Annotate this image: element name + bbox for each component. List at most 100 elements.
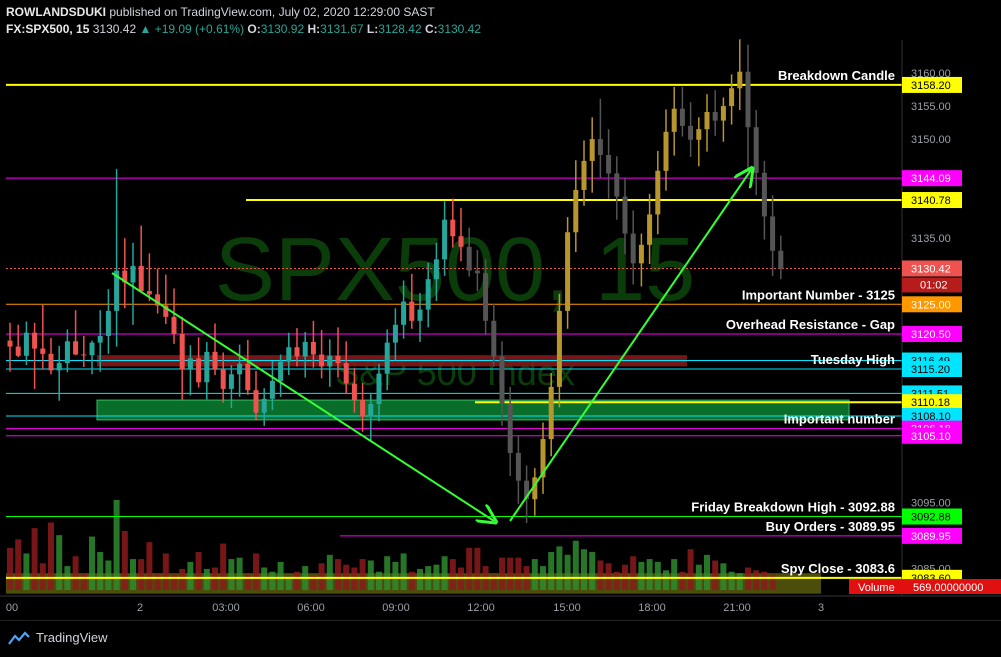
time-tick-label: 03:00 [212, 602, 240, 614]
candle-body [491, 320, 497, 357]
volume-bar [597, 560, 604, 590]
price-level-tag-label: 3158.20 [911, 80, 951, 92]
candle-body [40, 348, 46, 354]
candle-body [7, 340, 13, 347]
tradingview-logo[interactable]: TradingView [8, 630, 108, 645]
volume-bar [171, 574, 177, 590]
candle-body [778, 250, 784, 269]
candle-body [696, 129, 702, 140]
candle-body [466, 246, 472, 271]
symbol-label[interactable]: FX:SPX500, 15 [6, 22, 90, 36]
volume-bar [236, 557, 243, 590]
time-axis[interactable]: 00 2 03:00 06:00 09:00 12:00 15:00 18:00 21:00 3 [0, 595, 1001, 614]
candle-body [302, 341, 308, 357]
volume-bar [736, 573, 743, 590]
price-level-tag-label: 3140.78 [911, 195, 951, 207]
price-level-tag-label: 3120.50 [911, 329, 951, 341]
volume-bar [466, 547, 473, 590]
volume-tag-title: Volume [858, 582, 895, 594]
price-tick-label: 3095.00 [911, 498, 951, 510]
candle-body [155, 294, 161, 306]
candle-body [138, 265, 144, 292]
time-tick-label: 06:00 [297, 602, 325, 614]
volume-bar [474, 547, 481, 590]
volume-bar [15, 539, 22, 590]
drawings-layer [111, 170, 751, 522]
volume-bar [269, 571, 276, 590]
volume-bar [687, 549, 694, 590]
price-tick-label: 3150.00 [911, 134, 951, 146]
volume-bar [285, 578, 292, 590]
volume-bar [97, 552, 104, 590]
volume-bar [121, 530, 128, 590]
candle-body [483, 273, 489, 321]
price-level-tag [902, 427, 962, 444]
price-level-tag [902, 296, 962, 313]
candle-body [237, 363, 243, 375]
volume-bar [392, 561, 399, 590]
volume-bar [179, 568, 186, 590]
candle-body [647, 214, 653, 245]
last-price-label: 3130.42 [911, 263, 951, 275]
candle-body [589, 139, 595, 161]
candle-body [245, 363, 251, 391]
price-level-tag-label: 3089.95 [911, 531, 951, 543]
close-label: C: [424, 22, 438, 36]
candle-body [319, 354, 325, 367]
candle-body [737, 71, 743, 89]
price-level-text: Spy Close - 3083.6 [781, 561, 895, 576]
volume-bar [80, 573, 87, 590]
time-tick-label: 2 [137, 602, 143, 614]
volume-bar [630, 556, 637, 590]
price-level-text: Important number [784, 412, 895, 427]
price-level-tag [902, 170, 962, 187]
tradingview-icon [8, 630, 30, 645]
volume-bar [105, 560, 112, 590]
volume-bar [712, 560, 719, 590]
watermark-symbol: SPX500, 15 [215, 220, 695, 320]
author-name[interactable]: ROWLANDSDUKI [6, 5, 106, 19]
candle-body [89, 342, 95, 356]
candle-body [278, 361, 284, 381]
candle-body [581, 160, 587, 190]
volume-bar [253, 553, 259, 590]
chart-header: ROWLANDSDUKI published on TradingView.co… [6, 4, 481, 38]
candle-body [606, 154, 612, 174]
candle-body [507, 403, 513, 453]
volume-bar [367, 560, 374, 590]
volume-bar [384, 556, 391, 590]
candle-body [360, 400, 366, 417]
candle-body [729, 88, 735, 107]
volume-bar [679, 571, 686, 590]
candle-body [745, 71, 751, 128]
candle-body [56, 363, 62, 371]
volume-bar [130, 559, 136, 590]
volume-bar [728, 571, 735, 590]
support-zone [96, 399, 850, 421]
volume-bar [589, 552, 596, 590]
up-trend-arrow [509, 170, 751, 522]
price-axis[interactable]: 3160.003155.003150.003135.003095.003085.… [849, 40, 1001, 620]
volume-bar [564, 554, 571, 590]
price-level-text: Breakdown Candle [778, 68, 895, 83]
price-level-tag [902, 527, 962, 544]
time-tick-label: 18:00 [638, 602, 666, 614]
candle-body [720, 106, 726, 121]
price-level-text: Buy Orders - 3089.95 [766, 519, 895, 534]
volume-bar [113, 500, 120, 590]
price-level-tag-label: 3115.20 [911, 364, 950, 376]
time-tick-label: 09:00 [382, 602, 410, 614]
price-chart[interactable]: SPX500, 15 S&P 500 Index Breakdown Candl… [0, 0, 1001, 620]
candle-body [294, 347, 300, 357]
high-label: H: [307, 22, 321, 36]
low-value: 3128.42 [378, 22, 422, 36]
candle-body [573, 189, 579, 233]
candle-body [253, 390, 259, 413]
volume-bar [572, 540, 579, 590]
price-level-tag-label: 3092.88 [911, 512, 951, 524]
price-level-text: Important Number - 3125 [742, 287, 895, 302]
candle-body [770, 216, 776, 251]
volume-bar [376, 571, 382, 590]
candle-body [114, 270, 120, 311]
publish-line: ROWLANDSDUKI published on TradingView.co… [6, 4, 481, 21]
